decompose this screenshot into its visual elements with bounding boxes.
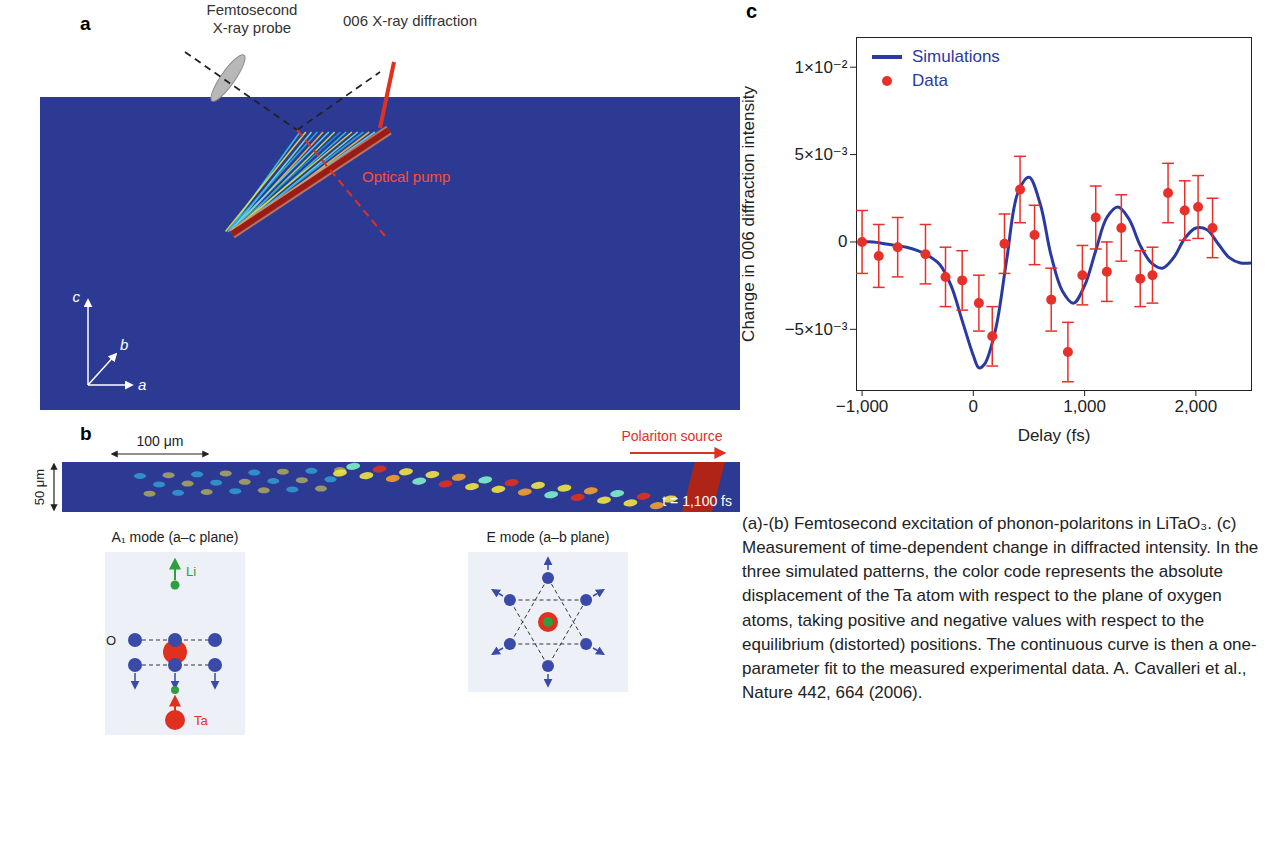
svg-text:Li: Li <box>186 564 196 579</box>
svg-text:t = 1,100 fs: t = 1,100 fs <box>662 493 732 509</box>
html-text:(a)-(b) Femtosecond excitation: (a)-(b) Femtosecond excitation of phonon… <box>742 514 1259 702</box>
svg-text:Polariton source: Polariton source <box>621 428 722 444</box>
svg-text:1×10⁻²: 1×10⁻² <box>795 58 848 77</box>
svg-text:b: b <box>120 336 128 353</box>
svg-text:Change in 006 diffraction inte: Change in 006 diffraction intensity <box>739 86 758 342</box>
svg-text:1,000: 1,000 <box>1063 397 1106 416</box>
svg-text:50 μm: 50 μm <box>32 469 47 505</box>
svg-text:5×10⁻³: 5×10⁻³ <box>795 145 848 164</box>
svg-text:X-ray probe: X-ray probe <box>213 19 291 36</box>
svg-text:c: c <box>73 288 81 305</box>
svg-text:100 μm: 100 μm <box>137 433 184 449</box>
svg-text:Delay (fs): Delay (fs) <box>1018 426 1091 445</box>
svg-text:−5×10⁻³: −5×10⁻³ <box>785 320 848 339</box>
html-text:c: c <box>746 0 758 22</box>
svg-text:a: a <box>138 376 146 393</box>
svg-text:Femtosecond: Femtosecond <box>207 1 298 18</box>
html-text:Simulations: Simulations <box>912 47 1000 66</box>
svg-text:006 X-ray diffraction: 006 X-ray diffraction <box>343 12 477 29</box>
svg-text:Optical pump: Optical pump <box>362 168 450 185</box>
svg-text:0: 0 <box>969 397 978 416</box>
svg-text:Ta: Ta <box>194 713 209 728</box>
svg-text:0: 0 <box>838 232 847 251</box>
svg-text:A₁ mode (a–c plane): A₁ mode (a–c plane) <box>112 529 239 545</box>
svg-text:b: b <box>80 423 92 444</box>
svg-text:O: O <box>106 633 116 648</box>
svg-text:2,000: 2,000 <box>1175 397 1218 416</box>
html-text:Data: Data <box>912 71 948 90</box>
svg-text:a: a <box>80 13 91 34</box>
svg-text:E mode (a–b plane): E mode (a–b plane) <box>487 529 610 545</box>
svg-text:−1,000: −1,000 <box>836 397 888 416</box>
